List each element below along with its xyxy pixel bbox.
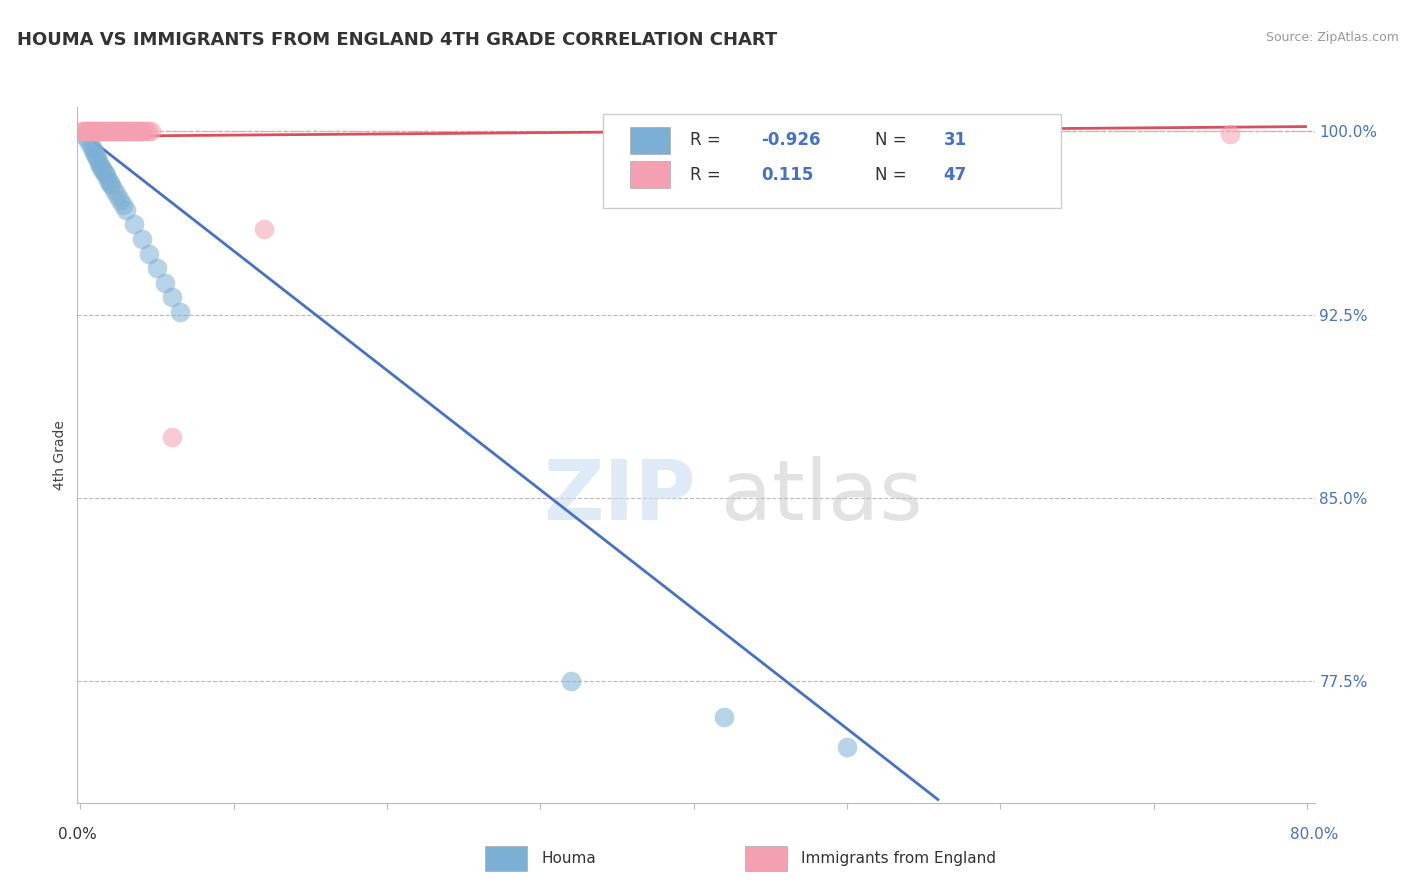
Point [103,183,125,197]
Text: 0.0%: 0.0% [58,827,97,841]
Point [110,193,132,207]
Point [162,429,184,443]
Point [94,124,117,138]
Bar [630,127,671,154]
Point [94,166,117,180]
Text: N =: N = [876,166,912,184]
Point [100,124,122,138]
Point [118,124,141,138]
Point [560,673,582,688]
Point [153,276,176,290]
Point [146,261,169,276]
Text: 0.115: 0.115 [762,166,814,184]
Point [90,161,112,175]
Text: Source: ZipAtlas.com: Source: ZipAtlas.com [1265,31,1399,45]
Point [76,124,98,138]
Bar [630,161,671,188]
Point [112,197,135,211]
Text: Immigrants from England: Immigrants from England [801,851,997,865]
Point [105,188,128,202]
Point [82,124,104,138]
Point [1219,127,1241,141]
Text: R =: R = [690,131,725,150]
Point [713,710,735,724]
FancyBboxPatch shape [603,114,1062,208]
Point [89,159,111,173]
Point [110,124,132,138]
Point [112,124,135,138]
Text: ZIP: ZIP [544,456,696,537]
Point [114,124,136,138]
Text: Houma: Houma [541,851,596,865]
Point [115,202,138,217]
Point [98,124,121,138]
Point [72,124,94,138]
Point [79,124,101,138]
Point [77,124,100,138]
Point [87,124,110,138]
Point [101,124,124,138]
Point [82,142,104,156]
Point [89,124,111,138]
Point [90,124,112,138]
Point [70,124,93,138]
Point [121,124,143,138]
Point [115,124,138,138]
Text: HOUMA VS IMMIGRANTS FROM ENGLAND 4TH GRADE CORRELATION CHART: HOUMA VS IMMIGRANTS FROM ENGLAND 4TH GRA… [17,31,778,49]
Point [87,156,110,170]
Point [93,163,115,178]
Point [98,176,121,190]
Point [117,124,139,138]
Point [83,124,105,138]
Point [138,246,160,260]
Point [120,124,142,138]
Point [134,124,156,138]
Point [93,124,115,138]
Point [84,149,107,163]
Y-axis label: 4th Grade: 4th Grade [53,420,67,490]
Text: 47: 47 [943,166,967,184]
Point [835,739,858,754]
Point [96,124,118,138]
Point [84,124,107,138]
Point [128,124,150,138]
Point [105,124,128,138]
Point [100,178,122,193]
Point [122,124,145,138]
Point [96,169,118,183]
Point [77,134,100,148]
Point [86,151,108,165]
Point [73,129,96,144]
Text: atlas: atlas [721,456,922,537]
Point [131,232,153,246]
Point [136,124,159,138]
Text: 31: 31 [943,131,966,150]
Point [103,124,125,138]
Text: -0.926: -0.926 [762,131,821,150]
Text: 80.0%: 80.0% [1291,827,1339,841]
Point [139,124,162,138]
Point [162,290,184,304]
Point [86,124,108,138]
Point [97,124,120,138]
Text: R =: R = [690,166,725,184]
Point [122,217,145,231]
Point [80,124,103,138]
Point [107,124,129,138]
Point [131,124,153,138]
Text: N =: N = [876,131,912,150]
Point [127,124,149,138]
Point [104,124,127,138]
Point [97,173,120,187]
Point [169,305,191,319]
Point [851,129,873,144]
Point [80,139,103,153]
Point [73,124,96,138]
Point [129,124,152,138]
Point [83,146,105,161]
Point [253,222,276,236]
Point [124,124,146,138]
Point [111,124,134,138]
